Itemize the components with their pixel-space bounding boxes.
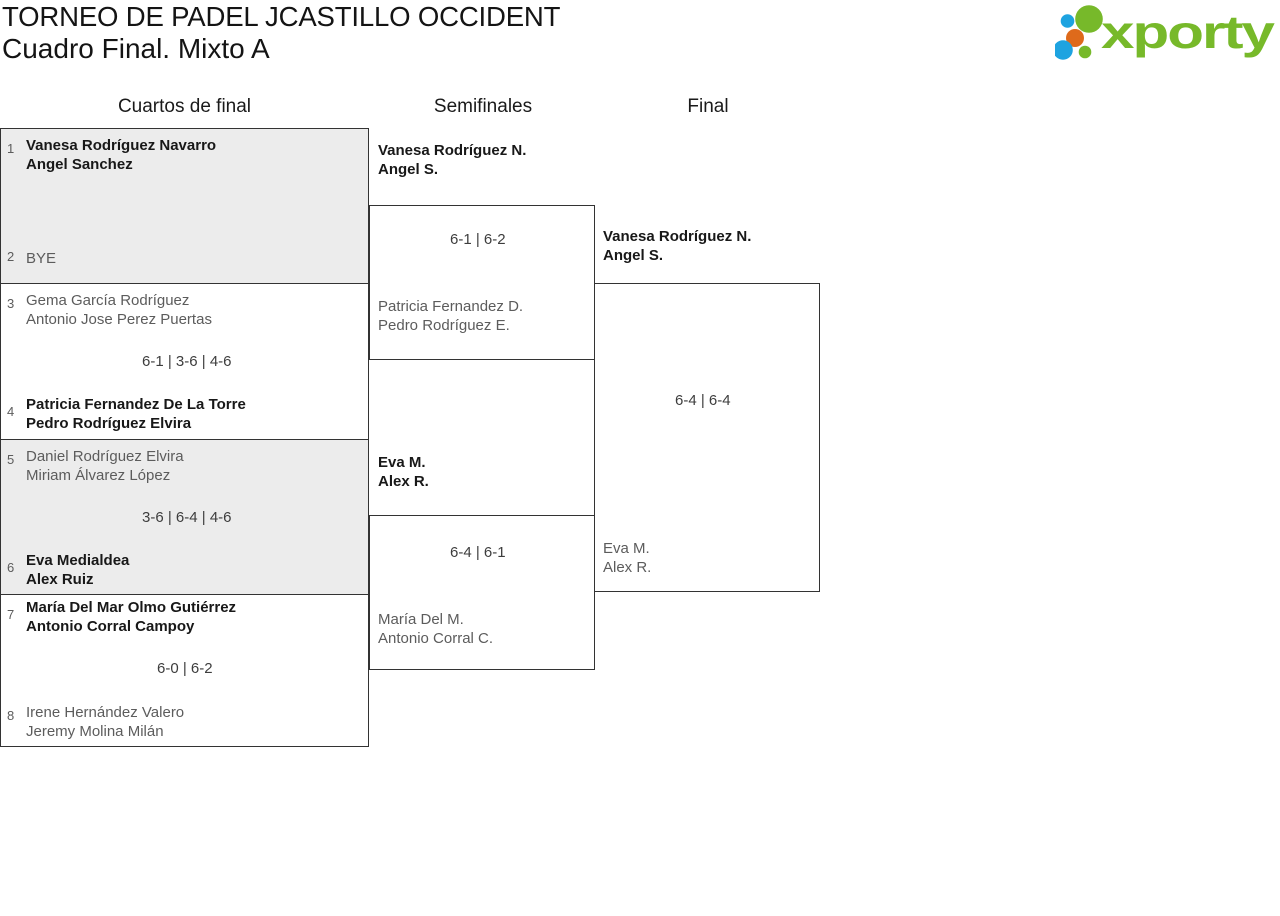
svg-text:xporty: xporty bbox=[1101, 6, 1275, 58]
